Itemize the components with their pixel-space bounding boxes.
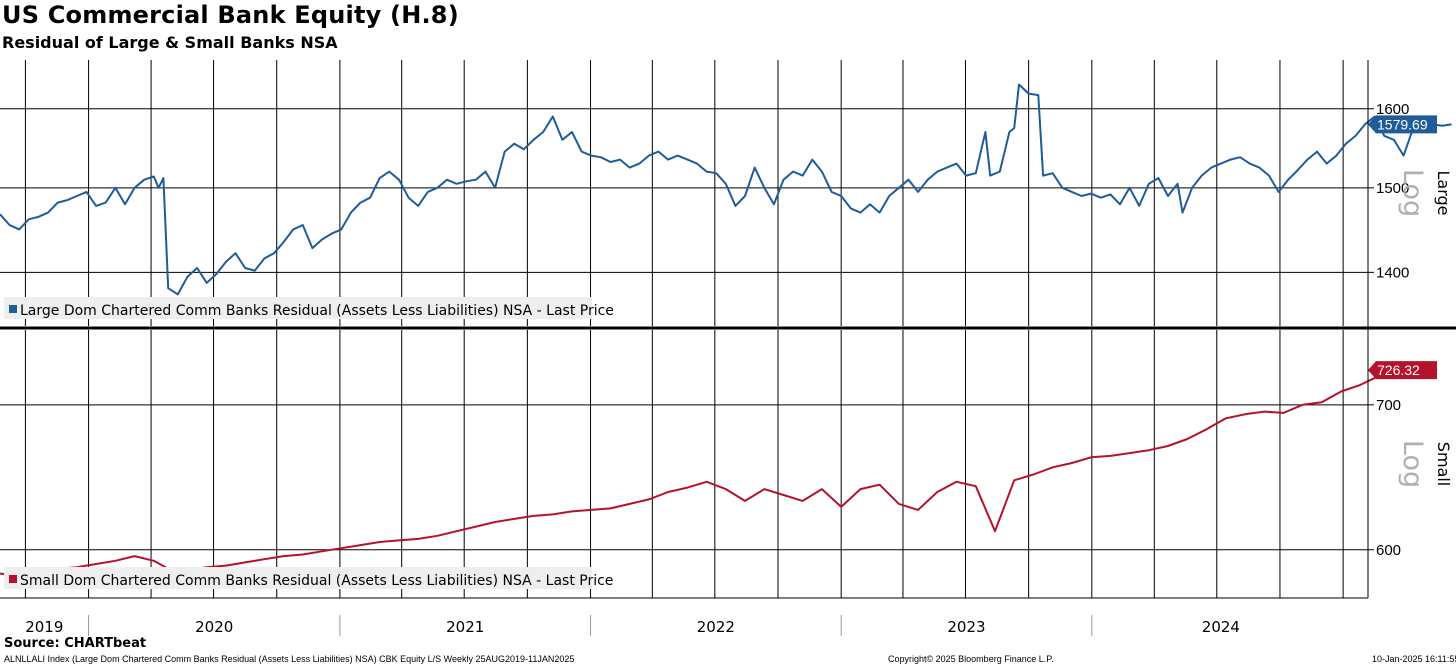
footer-copyright: Copyright© 2025 Bloomberg Finance L.P. [888, 654, 1054, 664]
x-tick-label: 2022 [697, 618, 735, 636]
small-series-line [0, 364, 1438, 577]
chart-title: US Commercial Bank Equity (H.8) [2, 1, 459, 29]
x-tick-label: 2024 [1202, 618, 1240, 636]
x-tick-label: 2021 [446, 618, 484, 636]
y-tick-label: 1500 [1376, 180, 1409, 197]
source-label: Source: CHARTbeat [4, 636, 147, 651]
large-series-line [0, 83, 1452, 296]
large-axis-label: Large [1434, 170, 1453, 215]
small-legend-swatch [9, 575, 17, 583]
y-tick-label: 700 [1376, 397, 1401, 414]
x-tick-label: 2023 [947, 618, 985, 636]
chart-subtitle: Residual of Large & Small Banks NSA [2, 33, 338, 52]
x-tick-label: 2020 [195, 618, 233, 636]
x-tick-label: 2019 [25, 618, 63, 636]
small-legend-label: Small Dom Chartered Comm Banks Residual … [20, 573, 613, 589]
small-last-value-label: 726.32 [1377, 362, 1420, 378]
footer-description: ALNLLALI Index (Large Dom Chartered Comm… [4, 654, 575, 664]
small-scale-label: Log [1397, 440, 1428, 488]
large-legend-swatch [9, 305, 17, 313]
large-scale-label: Log [1397, 169, 1428, 217]
large-last-value-label: 1579.69 [1377, 116, 1428, 132]
y-tick-label: 1400 [1376, 264, 1409, 281]
large-legend-background [4, 297, 592, 319]
small-legend-background [4, 567, 592, 589]
y-tick-label: 1600 [1376, 101, 1409, 118]
large-last-value-tag [1368, 115, 1437, 134]
small-last-value-tag [1368, 361, 1437, 380]
large-legend-label: Large Dom Chartered Comm Banks Residual … [20, 303, 614, 319]
y-tick-label: 600 [1376, 542, 1401, 559]
small-axis-label: Small [1434, 442, 1453, 486]
footer-timestamp: 10-Jan-2025 16:11:55 [1372, 654, 1456, 664]
